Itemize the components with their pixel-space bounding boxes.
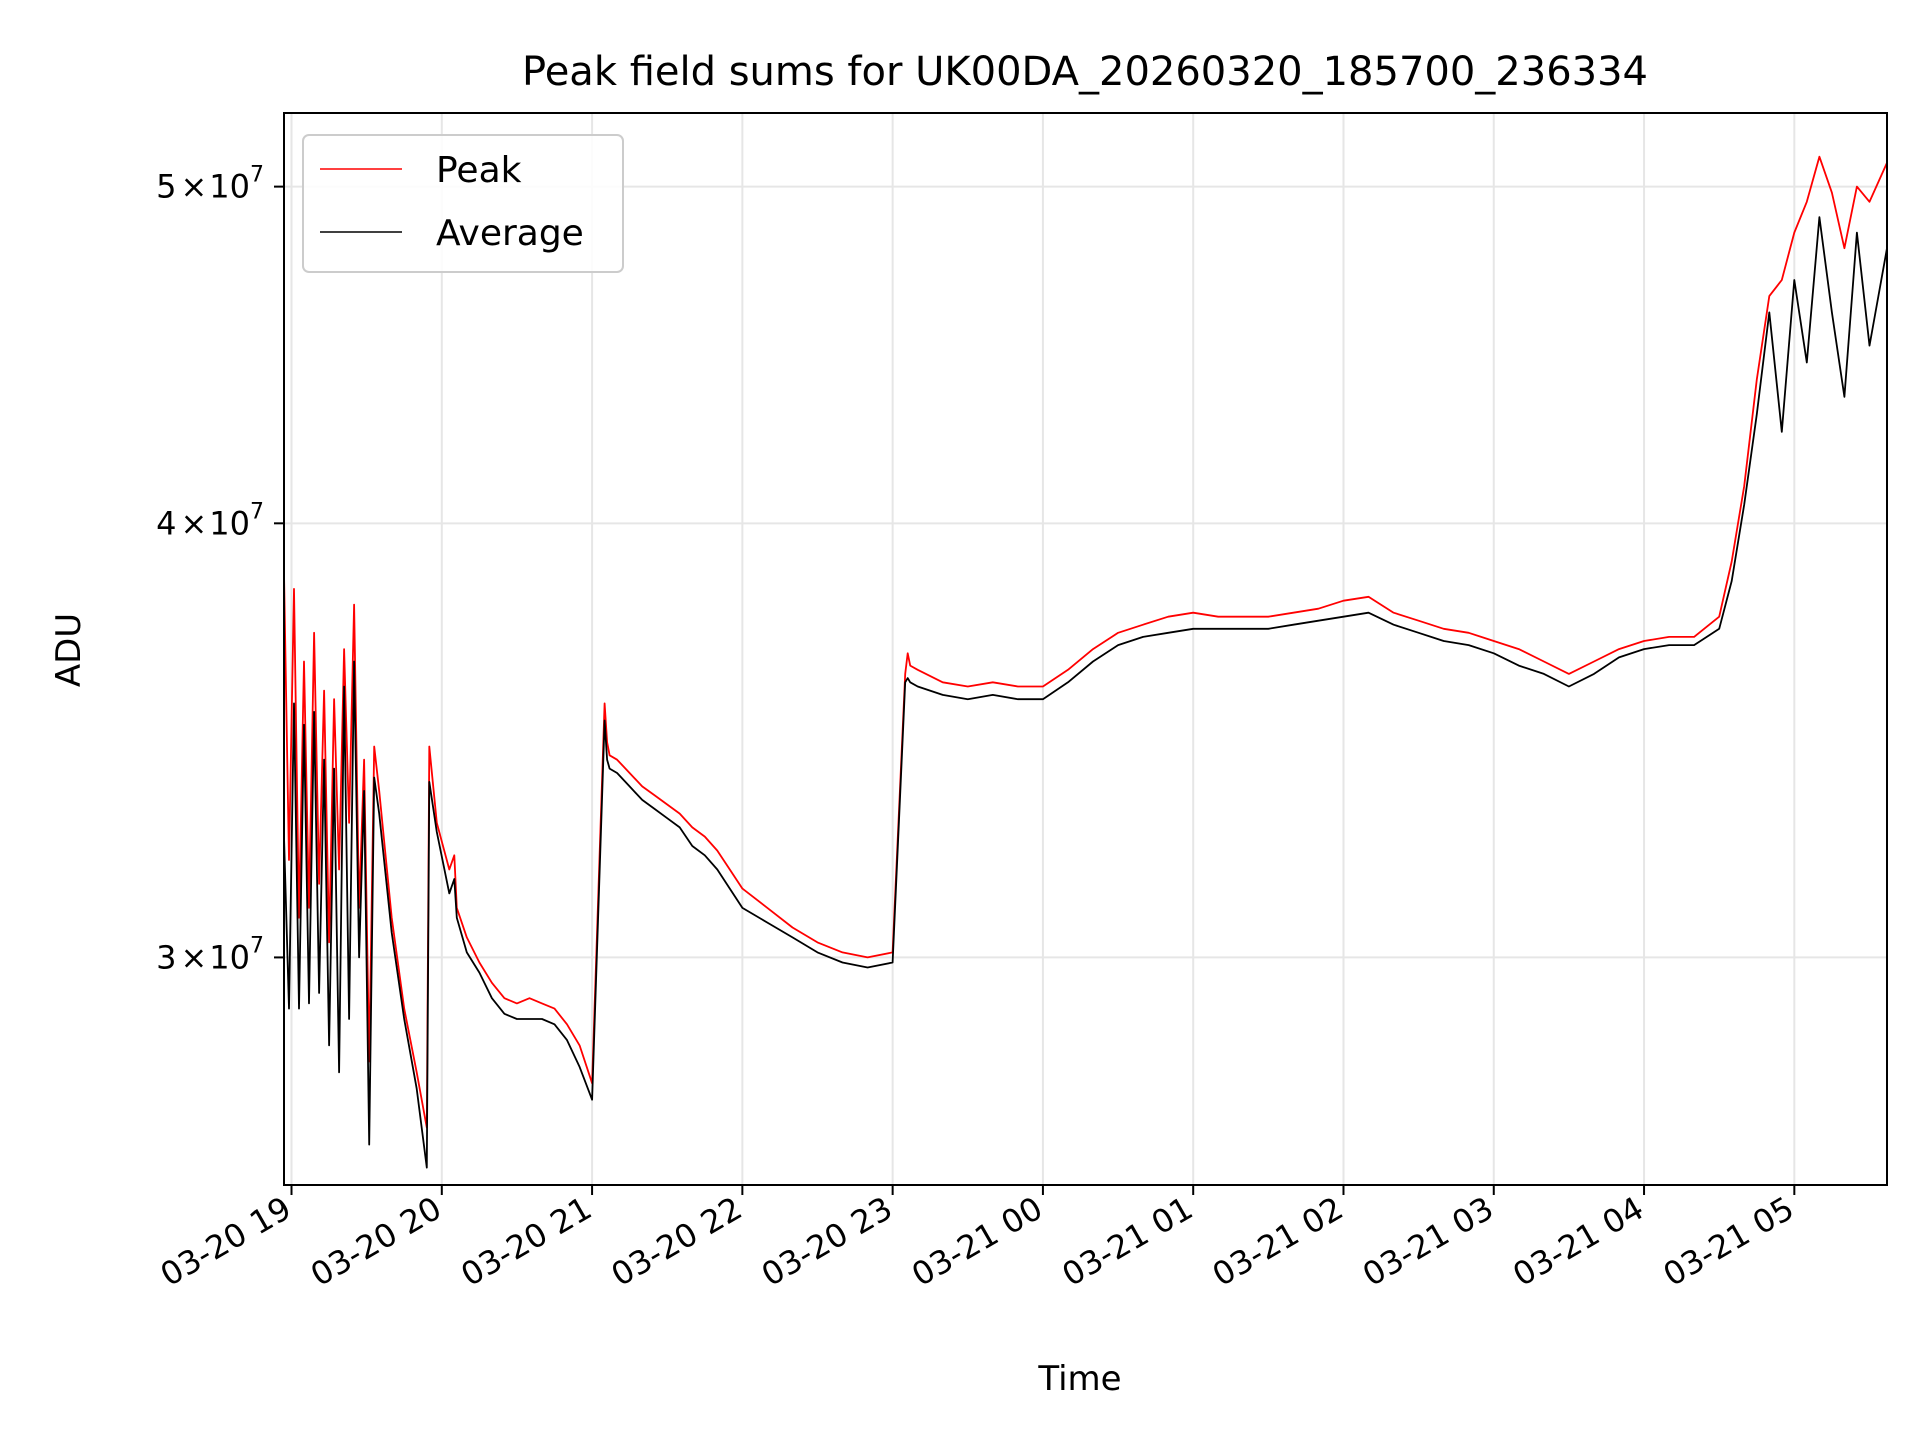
legend-label-average: Average xyxy=(436,213,584,254)
series-line-average xyxy=(283,216,1888,1169)
y-tick-mantissa: 5 xyxy=(156,168,176,206)
y-tick-exponent: 7 xyxy=(250,499,264,524)
y-tick-base: 10 xyxy=(209,168,250,206)
chart-title: Peak field sums for UK00DA_20260320_1857… xyxy=(522,49,1648,95)
x-axis-label: Time xyxy=(1037,1359,1121,1399)
y-tick-times: × xyxy=(180,938,207,976)
plot-area-frame xyxy=(283,112,1888,1186)
y-tick-mantissa: 4 xyxy=(156,504,176,542)
y-tick-exponent: 7 xyxy=(250,163,264,188)
y-tick-mantissa: 3 xyxy=(156,938,176,976)
series-lines xyxy=(283,155,1888,1169)
y-tick-label: 3 ×107 xyxy=(156,933,264,976)
y-tick-label: 5 ×107 xyxy=(156,163,264,206)
y-tick-times: × xyxy=(180,504,207,542)
y-tick-base: 10 xyxy=(209,938,250,976)
series-line-peak xyxy=(283,155,1888,1129)
legend-label-peak: Peak xyxy=(436,150,522,191)
y-axis-label: ADU xyxy=(49,613,89,687)
y-tick-times: × xyxy=(180,168,207,206)
y-tick-label: 4 ×107 xyxy=(156,499,264,542)
y-tick-exponent: 7 xyxy=(250,933,264,958)
grid xyxy=(284,113,1887,1185)
legend: Peak Average xyxy=(302,134,624,273)
y-tick-base: 10 xyxy=(209,504,250,542)
